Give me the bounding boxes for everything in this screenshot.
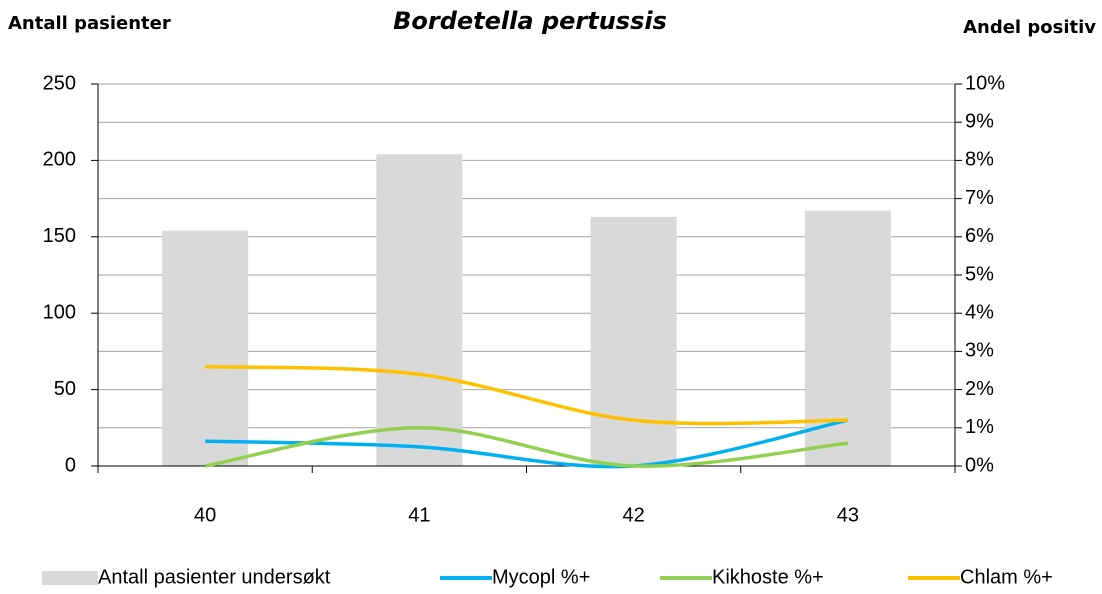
legend-label: Antall pasienter undersøkt	[98, 566, 331, 588]
y2-tick-label: 5%	[965, 263, 994, 285]
legend-swatch	[42, 571, 98, 585]
bar	[162, 230, 249, 466]
y2-axis-label: Andel positiv	[963, 17, 1096, 38]
x-tick-label: 40	[194, 504, 216, 526]
y2-tick-label: 0%	[965, 454, 994, 476]
y2-tick-label: 1%	[965, 416, 994, 438]
y-tick-label: 100	[43, 301, 76, 323]
y-tick-label: 150	[43, 225, 76, 247]
y2-tick-label: 10%	[965, 72, 1005, 94]
x-tick-label: 42	[623, 504, 645, 526]
chart-title: Bordetella pertussis	[393, 7, 667, 35]
y2-tick-label: 6%	[965, 225, 994, 247]
y-tick-label: 0	[65, 454, 76, 476]
x-tick-label: 41	[408, 504, 430, 526]
line-series	[204, 426, 849, 468]
y-tick-label: 50	[54, 378, 76, 400]
y2-tick-label: 7%	[965, 187, 994, 209]
y2-tick-label: 9%	[965, 110, 994, 132]
y-axis-label: Antall pasienter	[8, 13, 171, 34]
y2-tick-label: 8%	[965, 149, 994, 171]
bar	[804, 210, 891, 466]
bar	[590, 216, 677, 466]
legend-label: Kikhoste %+	[712, 566, 824, 588]
y2-tick-label: 2%	[965, 378, 994, 400]
y2-tick-label: 4%	[965, 301, 994, 323]
x-tick-label: 43	[837, 504, 859, 526]
y-tick-label: 200	[43, 149, 76, 171]
bar	[376, 154, 463, 466]
y-tick-label: 250	[43, 72, 76, 94]
y2-tick-label: 3%	[965, 340, 994, 362]
line-series	[205, 364, 848, 426]
legend-label: Mycopl %+	[492, 566, 590, 588]
legend-label: Chlam %+	[960, 566, 1053, 588]
